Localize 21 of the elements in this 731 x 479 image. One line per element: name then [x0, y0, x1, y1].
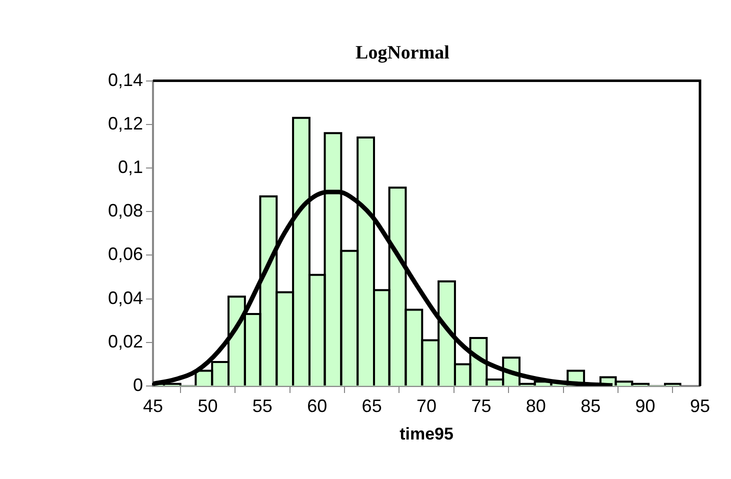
x-axis-title: time95	[400, 424, 454, 444]
x-tick-label: 45	[143, 396, 164, 416]
x-tick-label: 80	[526, 396, 546, 416]
x-tick-label: 50	[198, 396, 218, 416]
chart-title: LogNormal	[356, 42, 450, 64]
x-tick-label: 55	[252, 396, 272, 416]
x-tick-label: 70	[416, 396, 437, 416]
x-tick-label: 85	[580, 396, 601, 416]
x-tick-label: 90	[635, 396, 656, 416]
x-tick-label: 95	[690, 396, 710, 416]
y-tick-label: 0,12	[108, 113, 144, 134]
y-tick-label: 0,04	[108, 288, 144, 308]
x-tick-label: 75	[471, 396, 492, 416]
x-tick-label: 65	[362, 396, 382, 416]
y-tick-label: 0,06	[108, 244, 144, 264]
x-tick-label: 60	[307, 396, 328, 416]
y-tick-label: 0,1	[118, 156, 144, 177]
y-tick-label: 0,08	[108, 200, 144, 221]
y-tick-label: 0	[133, 374, 144, 395]
y-tick-label: 0,14	[108, 70, 144, 90]
y-tick-label: 0,02	[108, 331, 144, 352]
